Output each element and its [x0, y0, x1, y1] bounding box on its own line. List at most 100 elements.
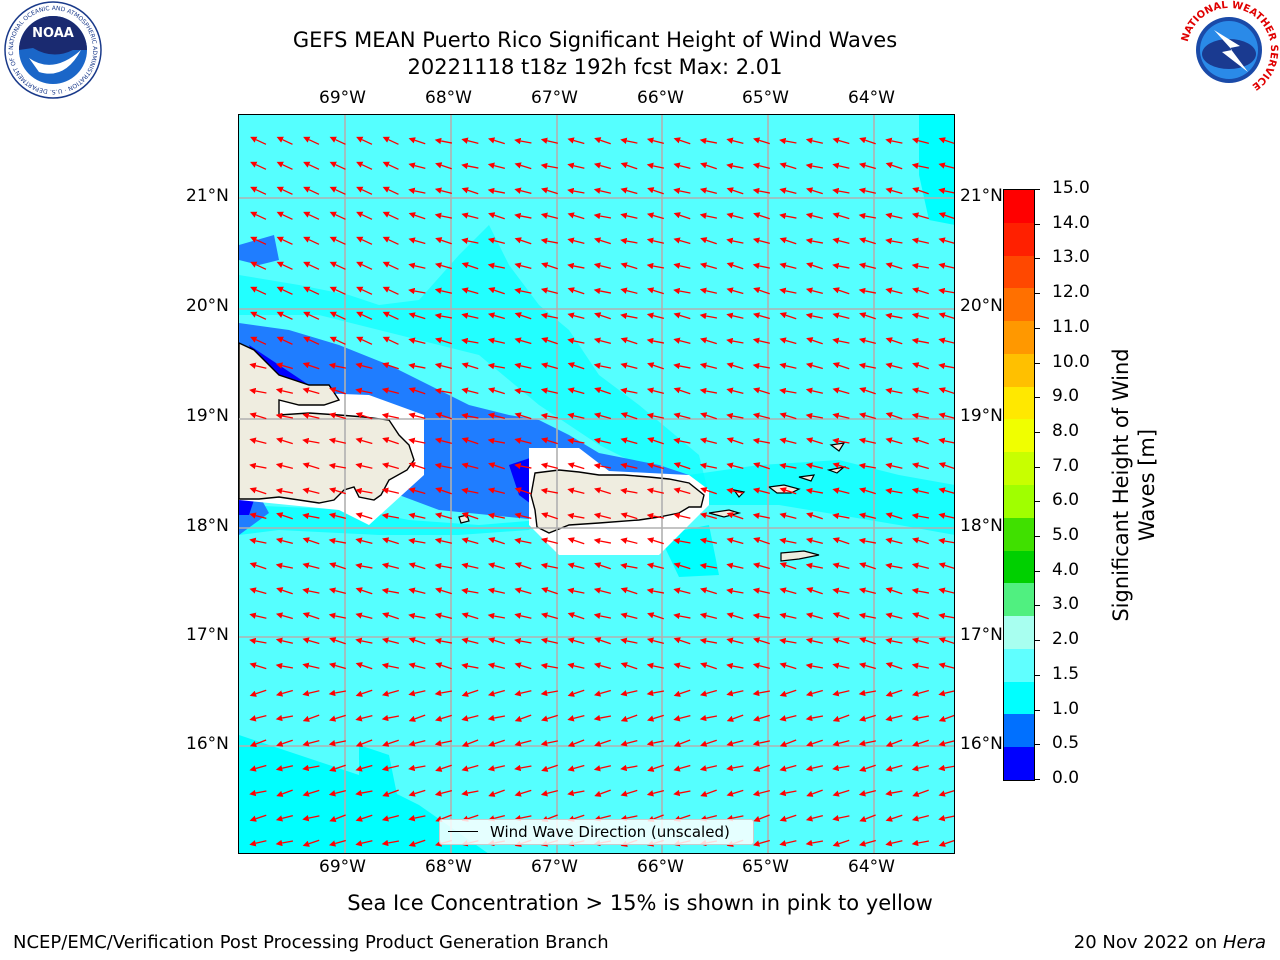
wind-wave-arrow: [382, 362, 399, 370]
wind-wave-arrow: [540, 362, 558, 370]
wind-wave-arrow: [620, 162, 638, 170]
wind-wave-arrow: [858, 412, 876, 420]
lat-label-left-2: 20°N: [186, 296, 229, 316]
wind-wave-arrow: [805, 362, 823, 370]
wind-wave-arrow: [593, 437, 612, 444]
wind-wave-arrow: [593, 162, 611, 170]
wind-wave-arrow: [276, 336, 293, 345]
noaa-logo: NATIONAL OCEANIC AND ATMOSPHERIC ADMINIS…: [3, 0, 102, 99]
wind-wave-arrow: [541, 262, 558, 270]
wind-wave-arrow: [699, 462, 718, 470]
wind-wave-arrow: [938, 437, 955, 445]
wind-wave-arrow: [593, 587, 611, 595]
wind-wave-arrow: [488, 387, 505, 395]
wind-wave-arrow: [805, 765, 824, 772]
wind-wave-arrow: [381, 487, 400, 494]
wind-wave-arrow: [381, 662, 400, 670]
wind-wave-arrow: [938, 362, 955, 370]
wind-wave-arrow: [567, 337, 585, 345]
wind-wave-arrow: [541, 814, 558, 823]
wind-wave-arrow: [302, 462, 320, 470]
wind-wave-arrow: [911, 662, 930, 670]
wind-wave-arrow: [434, 462, 453, 470]
wind-wave-arrow: [435, 662, 452, 670]
wind-wave-arrow: [912, 537, 929, 545]
colorbar-label-line1: Significant Height of Wind: [1109, 348, 1133, 622]
wind-wave-arrow: [779, 689, 797, 697]
wind-wave-arrow: [885, 237, 903, 245]
wind-wave-arrow: [805, 287, 823, 295]
wind-wave-arrow: [329, 562, 346, 570]
wind-wave-arrow: [699, 187, 717, 195]
wind-wave-arrow: [540, 237, 559, 245]
wind-wave-arrow: [250, 136, 267, 145]
wind-wave-arrow: [938, 512, 955, 519]
wind-wave-arrow: [487, 412, 505, 419]
wind-wave-arrow: [673, 537, 691, 545]
wind-wave-arrow: [938, 537, 955, 545]
wind-wave-arrow: [858, 739, 877, 747]
colorbar-segment: [1004, 353, 1034, 388]
land-tortola: [798, 474, 816, 482]
wind-wave-arrow: [832, 412, 850, 419]
wind-wave-arrow: [250, 236, 267, 245]
colorbar-segment: [1004, 747, 1034, 781]
lat-label-left-4: 18°N: [186, 516, 229, 536]
wind-wave-arrow: [514, 537, 532, 545]
wind-wave-arrow: [487, 662, 505, 669]
wind-wave-arrow: [673, 162, 691, 170]
wind-wave-arrow: [302, 690, 320, 697]
footer-host: Hera: [1222, 932, 1266, 953]
wind-wave-arrow: [673, 689, 691, 697]
wind-wave-arrow: [938, 764, 955, 772]
wind-wave-arrow: [461, 587, 479, 595]
wind-wave-arrow: [355, 437, 373, 445]
wind-wave-arrow: [514, 789, 532, 797]
wind-wave-arrow: [938, 562, 955, 570]
wind-wave-arrow: [593, 412, 611, 420]
lat-label-right-5: 17°N: [960, 625, 1003, 645]
wind-wave-arrow: [275, 462, 293, 469]
colorbar-segment: [1004, 485, 1034, 519]
wind-wave-arrow: [276, 789, 293, 797]
wind-wave-arrow: [249, 537, 267, 545]
wind-wave-arrow: [434, 212, 453, 220]
wind-wave-arrow: [434, 312, 453, 320]
wind-wave-arrow: [593, 662, 611, 670]
wind-wave-arrow: [779, 487, 797, 495]
wind-wave-arrow: [303, 211, 320, 220]
wind-wave-arrow: [329, 764, 346, 772]
wind-wave-arrow: [356, 286, 373, 295]
wind-wave-arrow: [540, 162, 559, 170]
wind-wave-arrow: [594, 237, 611, 245]
wind-wave-arrow: [620, 562, 638, 570]
wind-wave-arrow: [699, 562, 718, 570]
wind-wave-arrow: [752, 337, 771, 344]
wind-wave-arrow: [434, 790, 452, 797]
wind-wave-arrow: [408, 337, 426, 344]
wind-wave-arrow: [911, 387, 929, 395]
colorbar-tick-mark: [1034, 362, 1040, 364]
lon-label-bottom-2: 68°W: [425, 857, 472, 877]
colorbar-tick-mark: [1034, 744, 1040, 746]
wind-wave-arrow: [487, 512, 506, 520]
wind-wave-arrow: [355, 512, 373, 520]
wind-wave-arrow: [620, 637, 638, 645]
sea-blue-nw: [239, 235, 279, 265]
wind-wave-arrow: [540, 137, 559, 144]
wind-wave-arrow: [859, 312, 876, 320]
wind-wave-arrow: [250, 211, 267, 220]
wind-wave-arrow: [540, 739, 559, 747]
wind-wave-arrow: [302, 662, 320, 669]
wind-wave-arrow: [699, 765, 718, 772]
wind-wave-arrow: [752, 662, 770, 669]
wind-wave-arrow: [382, 789, 399, 797]
wind-wave-arrow: [912, 287, 929, 295]
wind-wave-arrow: [726, 337, 744, 345]
wind-wave-arrow: [752, 562, 770, 570]
wind-wave-arrow: [382, 336, 399, 345]
colorbar-tick-label: 1.0: [1052, 698, 1080, 719]
wind-wave-arrow: [514, 562, 532, 570]
wind-wave-arrow: [514, 312, 532, 320]
wind-wave-arrow: [488, 637, 505, 645]
